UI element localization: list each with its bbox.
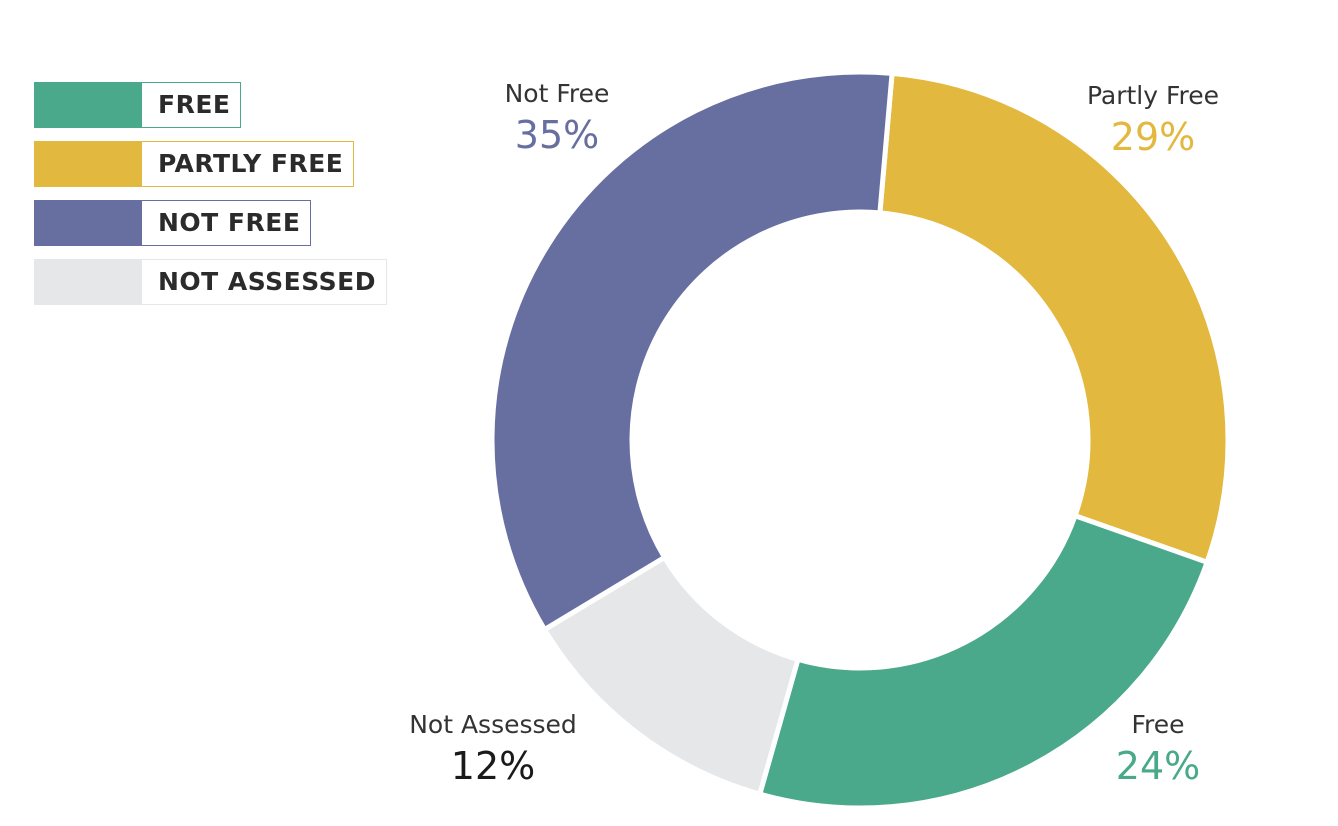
slice-value-not-assessed: 12% — [451, 744, 535, 788]
legend-label-partly-free: PARTLY FREE — [142, 141, 355, 187]
legend-item-free: FREE — [34, 82, 387, 128]
legend-swatch-not-free — [34, 200, 142, 246]
legend-swatch-not-assessed — [34, 259, 142, 305]
legend-item-partly-free: PARTLY FREE — [34, 141, 387, 187]
slice-label-not-assessed: Not Assessed — [409, 710, 577, 739]
slice-label-not-free: Not Free — [505, 79, 610, 108]
legend-label-not-assessed: NOT ASSESSED — [142, 259, 387, 305]
slice-value-not-free: 35% — [515, 113, 599, 157]
slice-labels: Partly Free 29% Free 24% Not Assessed 12% Not … — [409, 79, 1219, 788]
slice-not-free — [489, 69, 895, 633]
legend-swatch-partly-free — [34, 141, 142, 187]
legend-item-not-free: NOT FREE — [34, 200, 387, 246]
slice-label-partly-free: Partly Free — [1087, 81, 1219, 110]
slice-value-free: 24% — [1116, 744, 1200, 788]
slice-free — [756, 512, 1211, 811]
slice-label-free: Free — [1131, 710, 1184, 739]
donut-slices — [489, 69, 1231, 811]
slice-value-partly-free: 29% — [1111, 115, 1195, 159]
legend: FREE PARTLY FREE NOT FREE NOT ASSESSED — [34, 82, 387, 318]
legend-swatch-free — [34, 82, 142, 128]
legend-label-not-free: NOT FREE — [142, 200, 312, 246]
legend-item-not-assessed: NOT ASSESSED — [34, 259, 387, 305]
legend-label-free: FREE — [142, 82, 242, 128]
slice-partly-free — [877, 70, 1231, 566]
